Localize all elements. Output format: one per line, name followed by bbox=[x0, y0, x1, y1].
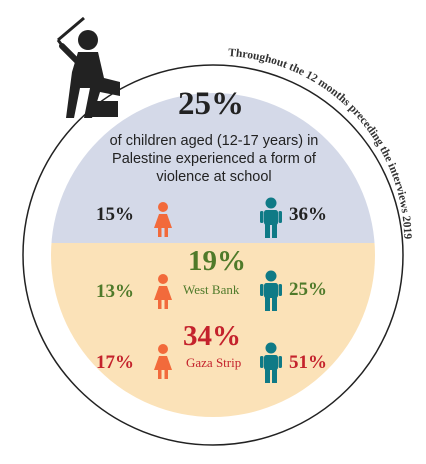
description-line: of children aged (12-17 years) in bbox=[109, 133, 319, 149]
west-bank-boys-percent: 25% bbox=[289, 279, 327, 300]
description-line: violence at school bbox=[156, 169, 272, 185]
west-bank-girls-percent: 13% bbox=[96, 281, 134, 302]
violence-figure-icon bbox=[56, 16, 120, 118]
palestine-description: of children aged (12-17 years) in Palest… bbox=[84, 132, 344, 186]
description-line: Palestine experienced a form of bbox=[112, 151, 316, 167]
west-bank-label: West Bank bbox=[183, 282, 240, 297]
palestine-percent: 25% bbox=[178, 86, 244, 122]
west-bank-percent: 19% bbox=[188, 245, 246, 277]
palestine-girls-percent: 15% bbox=[96, 204, 134, 225]
gaza-label: Gaza Strip bbox=[186, 355, 242, 370]
gaza-boys-percent: 51% bbox=[289, 352, 327, 373]
palestine-boys-percent: 36% bbox=[289, 204, 327, 225]
gaza-percent: 34% bbox=[183, 320, 241, 352]
gaza-girls-percent: 17% bbox=[96, 352, 134, 373]
